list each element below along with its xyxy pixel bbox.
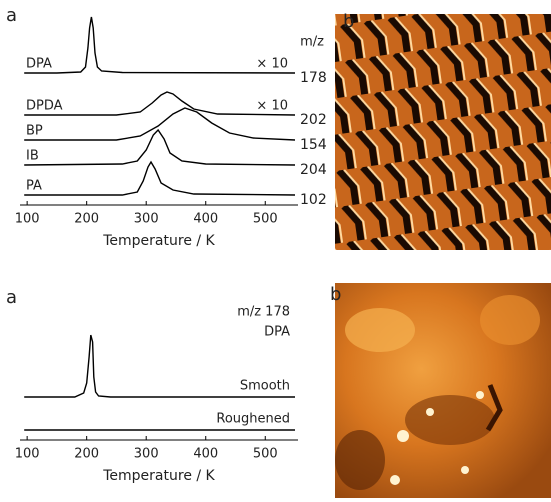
x-tick-label: 500 xyxy=(253,212,278,227)
series-label: Smooth xyxy=(240,379,290,394)
trace xyxy=(24,128,296,166)
series-label: IB xyxy=(26,149,39,164)
x-tick-label: 200 xyxy=(74,212,99,227)
mass-header: m/z xyxy=(300,35,324,50)
stm-image xyxy=(335,14,551,250)
x-tick-label: 200 xyxy=(74,447,99,462)
x-tick-label: 400 xyxy=(193,212,218,227)
mass-label: 204 xyxy=(300,162,327,178)
series-label: DPDA xyxy=(26,99,63,114)
trace xyxy=(24,91,296,116)
trace xyxy=(24,107,296,141)
panel-label: b xyxy=(330,284,341,305)
x-tick-label: 300 xyxy=(134,212,159,227)
series-label: BP xyxy=(26,124,43,139)
series-label: DPA xyxy=(26,57,52,72)
trace xyxy=(24,334,295,398)
series-label: Roughened xyxy=(216,412,290,427)
trace xyxy=(24,160,296,196)
x-tick-label: 500 xyxy=(253,447,278,462)
mass-label: 154 xyxy=(300,137,327,153)
x-tick-label: 300 xyxy=(134,447,159,462)
stm-image xyxy=(335,283,551,498)
series-label: PA xyxy=(26,179,42,194)
mass-label: 202 xyxy=(300,112,327,128)
x-axis-label: Temperature / K xyxy=(102,468,215,484)
mass-label: 102 xyxy=(300,192,327,208)
trace xyxy=(24,16,296,74)
scale-label: × 10 xyxy=(256,99,288,114)
mass-label: 178 xyxy=(300,70,327,86)
chart-title: m/z 178 xyxy=(237,305,290,320)
panel-label: a xyxy=(6,287,17,308)
x-tick-label: 400 xyxy=(193,447,218,462)
x-axis-label: Temperature / K xyxy=(102,233,215,249)
x-tick-label: 100 xyxy=(15,447,40,462)
panel-label: b xyxy=(343,11,354,32)
x-tick-label: 100 xyxy=(15,212,40,227)
panel-label: a xyxy=(6,5,17,26)
scale-label: × 10 xyxy=(256,57,288,72)
chart-subtitle: DPA xyxy=(264,325,290,340)
